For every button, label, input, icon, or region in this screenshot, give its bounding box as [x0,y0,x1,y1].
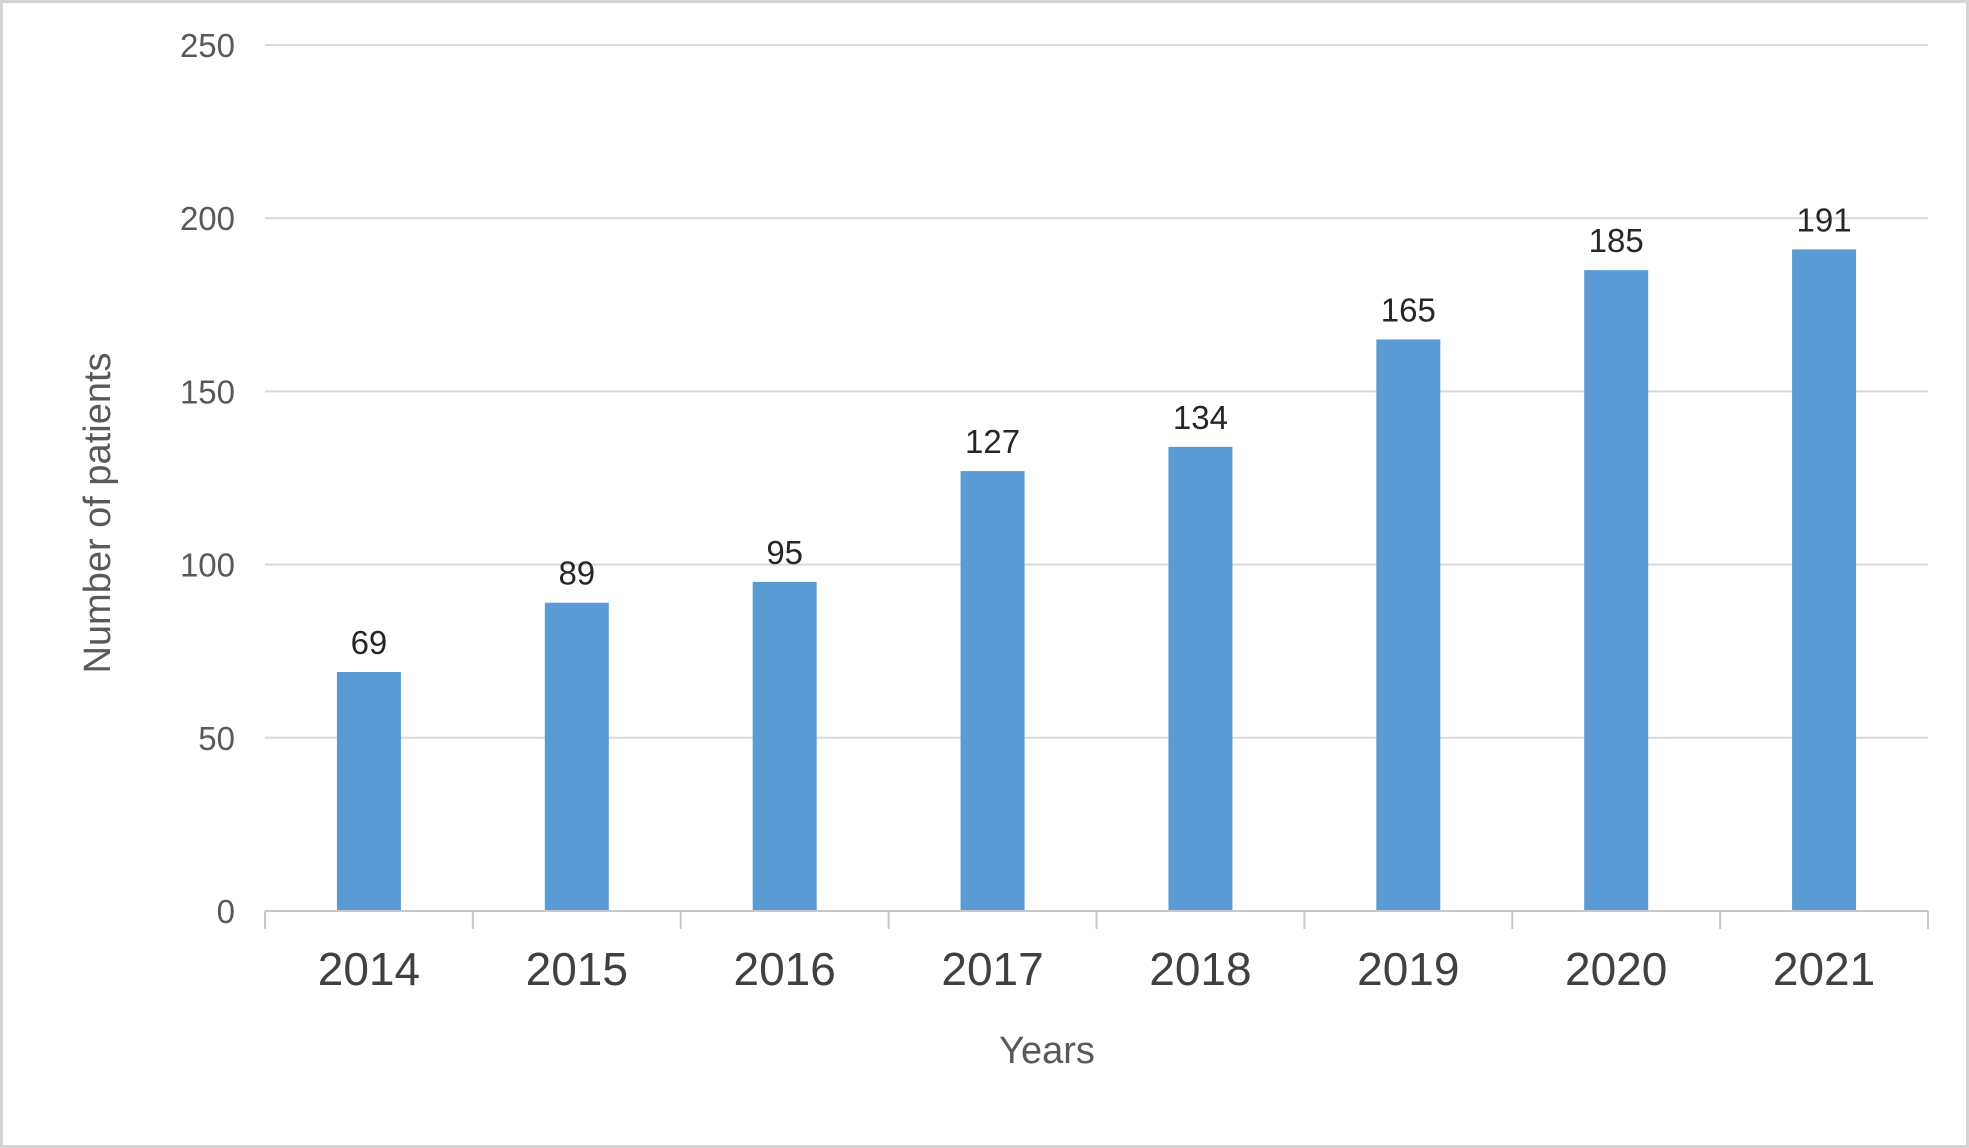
data-labels: 69 89 95 127 134 165 185 191 [351,201,1852,661]
bar-2015 [544,602,609,911]
data-label: 134 [1173,399,1228,436]
data-label: 127 [965,423,1020,460]
y-tick-label: 0 [217,893,235,930]
bar-2021 [1792,249,1857,912]
x-tick-label: 2018 [1149,943,1251,995]
x-axis-title: Years [999,1030,1095,1072]
x-tick-label: 2017 [941,943,1043,995]
y-tick-label: 200 [180,200,235,237]
x-axis [264,910,1929,929]
bars [336,249,1857,912]
x-tick-label: 2019 [1357,943,1459,995]
y-tick-label: 100 [180,547,235,584]
y-tick-label: 150 [180,373,235,410]
x-tick-label: 2020 [1565,943,1667,995]
y-tick-labels: 0 50 100 150 200 250 [180,27,235,930]
bar-2020 [1584,270,1649,911]
data-label: 165 [1381,291,1436,328]
data-label: 185 [1589,222,1644,259]
bar-2017 [960,471,1025,911]
bar-2018 [1168,446,1233,911]
y-axis-title: Number of patients [77,352,119,673]
data-label: 95 [766,534,803,571]
gridlines [265,44,1928,739]
data-label: 89 [558,555,595,592]
x-tick-labels: 2014 2015 2016 2017 2018 2019 2020 2021 [318,943,1875,995]
bar-2019 [1376,339,1441,911]
y-tick-label: 50 [198,720,235,757]
bar-2014 [336,671,401,911]
y-tick-label: 250 [180,27,235,64]
x-tick-label: 2021 [1773,943,1875,995]
bar-2016 [752,581,817,911]
x-tick-label: 2015 [526,943,628,995]
x-tick-label: 2016 [734,943,836,995]
x-tick-label: 2014 [318,943,420,995]
bar-chart: 0 50 100 150 200 250 2014 2015 2016 2017 2018 2019… [77,27,1929,1072]
data-label: 69 [351,624,388,661]
data-label: 191 [1797,201,1852,238]
